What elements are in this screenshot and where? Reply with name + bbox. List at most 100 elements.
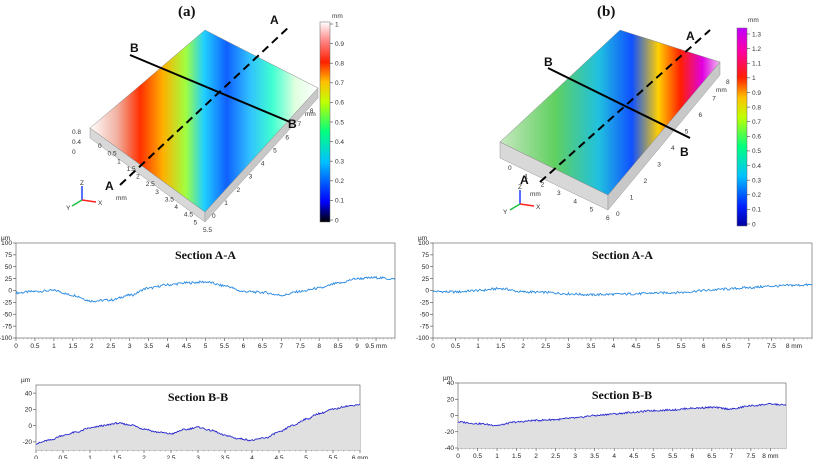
axis-right-tick-a: 2: [236, 187, 240, 194]
x-tick-label: 9: [355, 343, 359, 350]
colorbar-b-tick-label: 1: [752, 75, 756, 82]
x-tick-label: 7.5: [767, 343, 776, 350]
x-tick-label: 0: [456, 453, 460, 459]
colorbar-a-tick-label: 0.4: [335, 139, 344, 146]
axis-left-tick-a: 1: [117, 158, 121, 165]
y-tick-label: 20: [447, 396, 455, 403]
colorbar-b-tick-label: 0: [752, 221, 756, 228]
x-tick-label: 7.5: [746, 453, 755, 459]
colorbar-b-unit: mm: [748, 17, 759, 24]
axis-right-tick-b: 0: [616, 211, 620, 218]
x-tick-label: 6: [242, 343, 246, 350]
y-tick-label: 75: [5, 252, 13, 259]
axis-right-tick-b: 3: [657, 162, 661, 169]
x-tick-label: 5.5: [220, 343, 229, 350]
axis-right-tick-a: 6: [285, 134, 289, 141]
y-tick-label: -20: [445, 429, 455, 436]
x-tick-label: 2.5: [541, 343, 550, 350]
y-axis-unit: µm: [1, 235, 10, 242]
y-tick-label: -40: [445, 445, 455, 452]
x-tick-label: 2: [142, 455, 146, 459]
x-tick-label: 3.5: [220, 455, 229, 459]
y-tick-label: 40: [447, 380, 455, 387]
axis-unit-b-right: mm: [716, 87, 727, 94]
section-line-a-BB: [129, 54, 291, 123]
colorbar-a-tick-label: 0.3: [335, 159, 344, 166]
x-tick-label: 5.5: [677, 343, 686, 350]
axis-left-tick-a: 4: [174, 204, 178, 211]
axis-left-ticks-b: 0 1 2 3 4 5 6: [508, 165, 610, 222]
axis-right-tick-b: 1: [630, 195, 634, 202]
x-tick-label: 7: [279, 343, 283, 350]
y-tick-label: 50: [5, 264, 13, 271]
axis-left-tick-a: 1.5: [127, 166, 136, 173]
colorbar-b-tick-label: 0.5: [752, 148, 761, 155]
x-tick-label: 7: [730, 453, 734, 459]
x-tick-label: 8 mm: [786, 343, 802, 350]
y-tick-label: 20: [25, 407, 33, 414]
colorbar-a-unit: mm: [332, 13, 343, 20]
x-tick-label: 5: [657, 343, 661, 350]
axis-right-ticks-b: 0 1 2 3 4 5 6 7 8: [616, 79, 730, 218]
section-area-fill: [458, 403, 786, 448]
colorbar-b-tick-label: 0.2: [752, 192, 761, 199]
plot-frame: [432, 242, 813, 339]
x-tick-label: 3.5: [144, 343, 153, 350]
colorbar-b-tick-label: 0.4: [752, 163, 761, 170]
axis-right-tick-a: 3: [249, 174, 253, 181]
axis-triad-b-icon: Z Y X: [503, 184, 541, 216]
profile-line: [15, 275, 396, 303]
section-line-b-BB: [547, 67, 691, 139]
axis-left-tick-a: 5: [193, 219, 197, 226]
x-tick-label: 0: [431, 343, 435, 350]
label-a-A-top: A: [270, 13, 279, 27]
axis-left-tick-b: 3: [557, 190, 561, 197]
y-tick-label: -25: [420, 300, 430, 307]
x-tick-label: 1: [495, 453, 499, 459]
x-tick-label: 4: [612, 453, 616, 459]
label-a-B-right: B: [288, 117, 297, 131]
colorbar-a-tick-label: 0.2: [335, 178, 344, 185]
x-tick-label: 7.5: [296, 343, 305, 350]
x-tick-label: 2.5: [106, 343, 115, 350]
plot-frame: [15, 242, 396, 339]
x-tick-label: 7: [747, 343, 751, 350]
axis-right-tick-b: 8: [726, 79, 730, 86]
svg-text:Z: Z: [80, 180, 84, 187]
svg-text:X: X: [98, 200, 103, 207]
colorbar-a-tick-label: 0.6: [335, 100, 344, 107]
svg-text:Y: Y: [503, 209, 508, 216]
colorbar-b-tick-label: 0.3: [752, 177, 761, 184]
y-tick-label: 0: [425, 288, 429, 295]
axis-left-tick-b: 6: [606, 215, 610, 222]
x-tick-label: 2: [534, 453, 538, 459]
x-tick-label: 1.5: [68, 343, 77, 350]
colorbar-b: mm 1.3 1.2 1.1 1 0.9 0.8 0.7 0.6 0.5 0.4 0.3 0.2 0.1…: [736, 17, 761, 228]
y-tick-label: -75: [3, 323, 13, 330]
axis-left-tick-b: 2: [541, 182, 545, 189]
x-tick-label: 4: [612, 343, 616, 350]
label-b-B-right: B: [680, 145, 689, 159]
axis-right-tick-a: 4: [261, 161, 265, 168]
x-tick-label: 1: [476, 343, 480, 350]
axis-right-tick-a: 8: [310, 108, 314, 115]
colorbar-a-tick-label: 0.9: [335, 41, 344, 48]
svg-text:X: X: [536, 204, 541, 211]
axis-left-tick-a: 0: [98, 143, 102, 150]
x-tick-label: 4.5: [632, 343, 641, 350]
svg-text:Y: Y: [66, 205, 71, 212]
section-title: Section A-A: [175, 248, 236, 262]
x-tick-label: 5: [651, 453, 655, 459]
axis-left-tick-b: 1: [524, 173, 528, 180]
svg-text:Z: Z: [518, 184, 522, 191]
y-axis-unit: µm: [21, 377, 30, 384]
colorbar-a-tick-label: 0.8: [335, 61, 344, 68]
colorbar-b-tick-label: 1.1: [752, 61, 761, 68]
axis-left-ticks-a: 0 0.51 1.52 2.53 3.54 4.55 5.5: [98, 143, 212, 234]
y-tick-label: -100: [416, 335, 429, 342]
z-ticks-b: 1.34: [0, 0, 13, 2]
z-tick-a: 0.4: [72, 139, 81, 146]
profile-line: [35, 403, 361, 445]
